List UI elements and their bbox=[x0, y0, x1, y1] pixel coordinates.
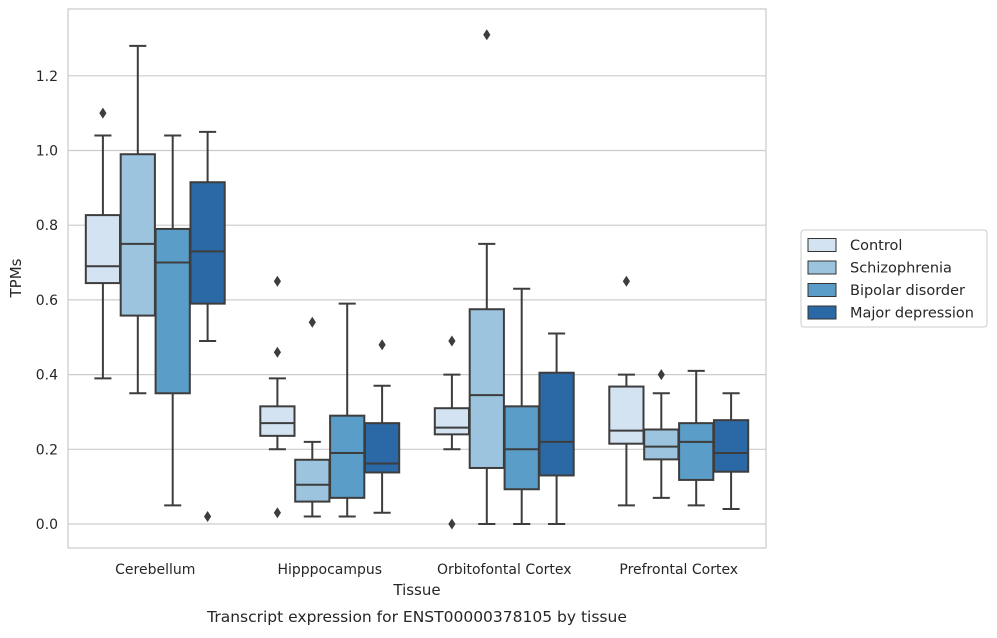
x-tick-label: Prefrontal Cortex bbox=[619, 562, 738, 578]
box-3-2 bbox=[538, 332, 575, 525]
box-iqr bbox=[433, 407, 471, 436]
x-tick-label: Hipppocampus bbox=[277, 562, 382, 578]
plot-frame bbox=[67, 8, 767, 549]
box-0-0 bbox=[84, 107, 122, 380]
y-tick-label: 0.2 bbox=[36, 442, 58, 458]
outlier-point bbox=[99, 107, 107, 119]
outlier-point bbox=[204, 511, 212, 523]
plot-area bbox=[84, 29, 750, 530]
y-tick-label: 1.0 bbox=[36, 144, 58, 160]
legend-label: Schizophrenia bbox=[850, 261, 952, 277]
y-axis-label: TPMs bbox=[7, 258, 25, 298]
outlier-point bbox=[273, 346, 281, 358]
box-2-0 bbox=[154, 134, 191, 507]
legend-label: Major depression bbox=[850, 306, 974, 322]
outlier-point bbox=[483, 29, 491, 41]
box-3-0 bbox=[189, 130, 226, 523]
legend-frame bbox=[800, 229, 988, 328]
box-iqr bbox=[538, 371, 575, 477]
box-iqr bbox=[259, 405, 296, 437]
box-iqr bbox=[643, 428, 680, 461]
legend-label: Control bbox=[850, 238, 902, 254]
box-iqr bbox=[712, 419, 750, 473]
legend-swatch bbox=[807, 305, 837, 320]
box-3-1 bbox=[363, 339, 401, 514]
legend-swatch bbox=[807, 238, 837, 252]
axes: 0.0 0.2 0.4 0.6 0.8 1.0 1.2 Cerebellum Hipppocam… bbox=[36, 69, 738, 578]
box-3-3 bbox=[712, 392, 750, 511]
box-iqr bbox=[84, 214, 122, 285]
y-tick-label: 1.2 bbox=[36, 69, 58, 85]
box-1-3 bbox=[643, 369, 680, 499]
box-2-3 bbox=[678, 369, 715, 507]
outlier-point bbox=[308, 316, 316, 328]
x-tick-label: Orbitofontal Cortex bbox=[437, 562, 572, 578]
legend-label: Bipolar disorder bbox=[850, 283, 965, 299]
outlier-point bbox=[448, 335, 456, 347]
box-iqr bbox=[329, 414, 366, 499]
box-iqr bbox=[468, 308, 505, 469]
box-iqr bbox=[608, 385, 645, 445]
box-iqr bbox=[189, 181, 226, 305]
box-2-2 bbox=[503, 287, 540, 525]
legend-swatch bbox=[807, 260, 837, 275]
legend: Control Schizophrenia Bipolar disorder Majo… bbox=[800, 229, 988, 328]
box-0-2 bbox=[433, 335, 471, 530]
box-iqr bbox=[503, 405, 540, 491]
legend-swatch bbox=[807, 283, 837, 297]
box-1-1 bbox=[294, 316, 331, 518]
outlier-point bbox=[273, 275, 281, 287]
y-tick-label: 0.6 bbox=[36, 293, 58, 309]
box-iqr bbox=[294, 458, 331, 503]
outlier-point bbox=[378, 339, 386, 351]
x-tick-label: Cerebellum bbox=[115, 562, 195, 578]
y-tick-label: 0.4 bbox=[36, 368, 58, 384]
box-1-0 bbox=[119, 44, 156, 395]
box-iqr bbox=[678, 422, 715, 481]
outlier-point bbox=[622, 275, 630, 287]
outlier-point bbox=[273, 507, 281, 519]
box-iqr bbox=[363, 422, 401, 474]
chart-caption: Transcript expression for ENST0000037810… bbox=[206, 608, 627, 626]
box-0-1 bbox=[259, 275, 296, 519]
x-axis-label: Tissue bbox=[392, 581, 440, 599]
outlier-point bbox=[657, 369, 665, 381]
box-iqr bbox=[119, 153, 156, 317]
y-tick-label: 0.8 bbox=[36, 218, 58, 234]
y-tick-label: 0.0 bbox=[36, 517, 58, 533]
box-1-2 bbox=[468, 29, 505, 525]
box-iqr bbox=[154, 227, 191, 395]
box-0-3 bbox=[608, 275, 645, 507]
box-2-1 bbox=[329, 302, 366, 518]
outlier-point bbox=[448, 518, 456, 530]
